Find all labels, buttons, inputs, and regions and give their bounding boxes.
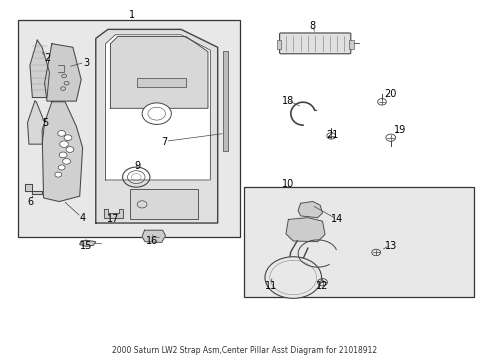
Text: 14: 14	[330, 215, 343, 224]
Text: 10: 10	[282, 179, 294, 189]
Polygon shape	[142, 230, 165, 242]
Text: 5: 5	[42, 118, 49, 128]
Text: 2000 Saturn LW2 Strap Asm,Center Pillar Asst Diagram for 21018912: 2000 Saturn LW2 Strap Asm,Center Pillar …	[112, 346, 376, 355]
Text: 19: 19	[394, 125, 406, 135]
Text: 8: 8	[309, 21, 315, 31]
Text: 21: 21	[325, 130, 338, 140]
Polygon shape	[104, 210, 122, 218]
Polygon shape	[30, 40, 49, 98]
Text: 3: 3	[83, 58, 89, 68]
Text: 11: 11	[264, 281, 277, 291]
Text: 4: 4	[80, 213, 85, 222]
Circle shape	[55, 172, 61, 177]
Text: 18: 18	[282, 96, 294, 106]
Bar	[137, 78, 185, 87]
Circle shape	[58, 165, 65, 170]
Polygon shape	[80, 240, 96, 246]
Text: 2: 2	[44, 53, 50, 63]
Polygon shape	[105, 35, 210, 180]
Circle shape	[60, 141, 68, 147]
Text: 15: 15	[80, 241, 92, 251]
Polygon shape	[42, 102, 82, 202]
Bar	[222, 51, 228, 151]
Text: 6: 6	[27, 197, 33, 207]
Text: 12: 12	[316, 281, 328, 291]
Circle shape	[58, 131, 65, 136]
Polygon shape	[44, 44, 81, 101]
Circle shape	[64, 135, 72, 140]
Circle shape	[62, 158, 70, 164]
Text: 16: 16	[145, 236, 158, 246]
Polygon shape	[25, 184, 42, 194]
Bar	[277, 40, 281, 49]
Text: 1: 1	[129, 10, 135, 20]
Circle shape	[59, 152, 67, 158]
Bar	[244, 187, 473, 297]
Bar	[130, 189, 198, 220]
Polygon shape	[298, 202, 322, 218]
Text: 9: 9	[134, 161, 140, 171]
Text: 7: 7	[161, 138, 167, 147]
Circle shape	[66, 147, 74, 152]
Polygon shape	[27, 101, 44, 144]
Polygon shape	[96, 30, 217, 223]
Circle shape	[264, 257, 321, 298]
Text: 13: 13	[384, 241, 396, 251]
Text: 17: 17	[106, 215, 119, 224]
Polygon shape	[110, 37, 207, 108]
FancyBboxPatch shape	[279, 33, 350, 54]
Bar	[18, 21, 239, 237]
Polygon shape	[285, 218, 325, 242]
Circle shape	[142, 103, 171, 125]
Bar	[348, 40, 353, 49]
Text: 20: 20	[384, 89, 396, 99]
